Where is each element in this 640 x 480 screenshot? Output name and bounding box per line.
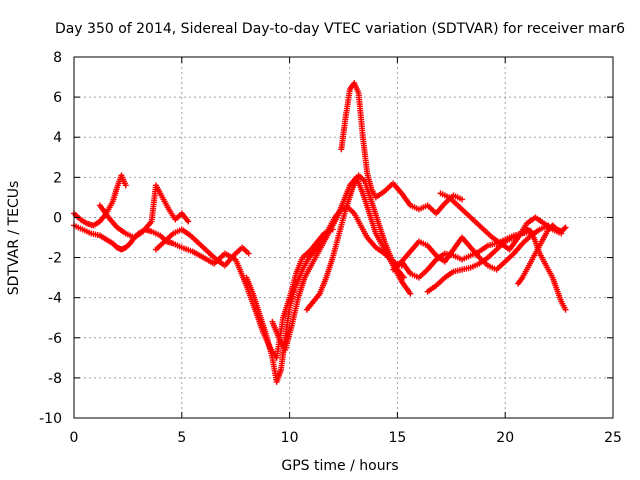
data-point [562,224,569,231]
series-arc-4 [152,226,252,269]
x-tick-label: 15 [388,430,406,446]
data-point [561,225,568,232]
x-tick-label: 5 [177,430,186,446]
data-point [245,250,252,257]
x-tick-label: 20 [496,430,514,446]
x-tick-label: 0 [70,430,79,446]
x-tick-label: 25 [604,430,622,446]
y-tick-label: -4 [48,291,62,307]
data-point [122,182,129,189]
series-arc-3 [96,182,192,241]
data-point [185,218,192,225]
tick-labels: 0 5 10 15 20 25 -10 -8 -6 -4 -2 0 2 4 6 8 [39,50,622,446]
data-series [71,80,569,385]
y-tick-label: 8 [53,50,62,66]
data-point [528,228,535,235]
plot-border [73,56,614,419]
x-axis-label: GPS time / hours [281,458,398,474]
series-arc-13 [398,228,535,281]
y-tick-label: -2 [48,251,62,267]
series-arc-8 [338,80,466,217]
series-arc-7 [303,172,407,313]
y-tick-label: 2 [53,170,62,186]
data-point [562,306,569,313]
chart-title: Day 350 of 2014, Sidereal Day-to-day VTE… [55,21,625,37]
y-tick-label: -6 [48,331,62,347]
y-tick-label: 0 [53,210,62,226]
data-point [407,290,414,297]
y-axis-label: SDTVAR / TECUs [6,181,22,296]
x-tick-label: 10 [281,430,299,446]
y-tick-label: 4 [53,130,62,146]
y-tick-label: 6 [53,90,62,106]
plot-frame [73,56,614,419]
data-point [400,274,407,281]
y-tick-label: -8 [48,371,62,387]
series-arc-12 [515,222,569,287]
data-point [459,196,466,203]
y-tick-label: -10 [39,411,62,427]
